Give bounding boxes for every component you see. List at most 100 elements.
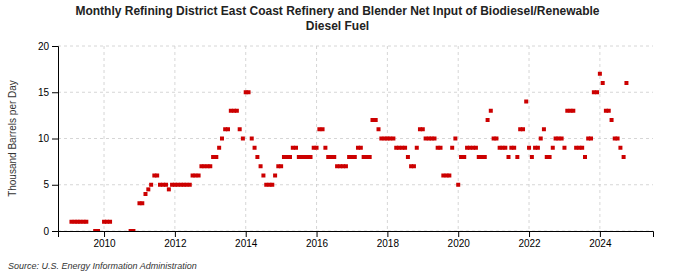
y-tick: 20 [38, 41, 58, 52]
point [332, 155, 336, 159]
y-tick-label: 10 [38, 133, 50, 144]
point [226, 127, 230, 131]
point [595, 90, 599, 94]
x-tick-label: 2024 [589, 238, 612, 249]
point [447, 174, 451, 178]
point [294, 146, 298, 150]
y-tick-label: 15 [38, 87, 50, 98]
point [530, 155, 534, 159]
x-tick-mark [458, 231, 459, 237]
point [368, 155, 372, 159]
point [241, 137, 245, 141]
grid-line-x [458, 46, 459, 231]
point [507, 155, 511, 159]
x-tick: 2024 [589, 231, 612, 249]
point [155, 174, 159, 178]
y-tick-label: 0 [43, 226, 49, 237]
point [247, 90, 251, 94]
x-tick-mark [175, 231, 176, 237]
point [149, 183, 153, 187]
point [167, 187, 171, 191]
point [536, 146, 540, 150]
x-tick-label: 2016 [306, 238, 329, 249]
x-tick: 2010 [93, 231, 116, 249]
point [542, 127, 546, 131]
point [377, 127, 381, 131]
point [391, 137, 395, 141]
x-tick-label: 2010 [93, 238, 116, 249]
point [164, 183, 168, 187]
x-axis-line [59, 232, 654, 238]
point [353, 155, 357, 159]
point [255, 155, 259, 159]
point [323, 146, 327, 150]
x-tick: 2018 [377, 231, 400, 249]
point [551, 146, 555, 150]
point [607, 109, 611, 113]
point [610, 118, 614, 122]
x-tick-label: 2018 [377, 238, 400, 249]
point [309, 155, 313, 159]
point [548, 155, 552, 159]
point [539, 137, 543, 141]
x-tick-label: 2022 [518, 238, 541, 249]
x-tick-label: 2012 [164, 238, 187, 249]
chart: Monthly Refining District East Coast Ref… [0, 0, 675, 275]
y-tick-mark [52, 185, 58, 186]
x-tick: 2016 [306, 231, 329, 249]
points [69, 72, 628, 231]
point [374, 118, 378, 122]
point [208, 164, 212, 168]
point [439, 146, 443, 150]
point [188, 183, 192, 187]
point [589, 137, 593, 141]
x-tick-label: 2020 [448, 238, 471, 249]
point [143, 192, 147, 196]
point [580, 146, 584, 150]
y-tick-mark [52, 231, 58, 232]
title-line: Diesel Fuel [306, 19, 369, 33]
x-tick-label: 2014 [235, 238, 258, 249]
point [624, 81, 628, 85]
point [140, 201, 144, 205]
y-axis-line [52, 47, 59, 232]
grid-line-y [58, 92, 653, 93]
point [560, 137, 564, 141]
y-tick: 0 [43, 226, 58, 237]
point [486, 118, 490, 122]
point [359, 146, 363, 150]
point [238, 127, 242, 131]
point [403, 146, 407, 150]
point [562, 146, 566, 150]
point [146, 187, 150, 191]
x-tick-mark [246, 231, 247, 237]
y-tick: 15 [38, 87, 58, 98]
point [483, 155, 487, 159]
point [601, 81, 605, 85]
y-tick-mark [52, 46, 58, 47]
point [259, 164, 263, 168]
x-tick-mark [317, 231, 318, 237]
point [598, 72, 602, 76]
point [108, 220, 112, 224]
point [321, 127, 325, 131]
point [96, 229, 100, 231]
point [571, 109, 575, 113]
y-tick: 5 [43, 179, 58, 190]
y-axis-title: Thousand Barrels per Day [7, 80, 18, 197]
point [515, 155, 519, 159]
point [474, 146, 478, 150]
point [270, 183, 274, 187]
point [235, 109, 239, 113]
point [521, 127, 525, 131]
x-tick-mark [387, 231, 388, 237]
point [432, 137, 436, 141]
point [261, 174, 265, 178]
grid-line-y [58, 46, 653, 47]
y-tick-mark [52, 139, 58, 140]
point [220, 137, 224, 141]
x-tick: 2022 [518, 231, 541, 249]
point [253, 146, 257, 150]
y-tick-mark [52, 92, 58, 93]
point [84, 220, 88, 224]
